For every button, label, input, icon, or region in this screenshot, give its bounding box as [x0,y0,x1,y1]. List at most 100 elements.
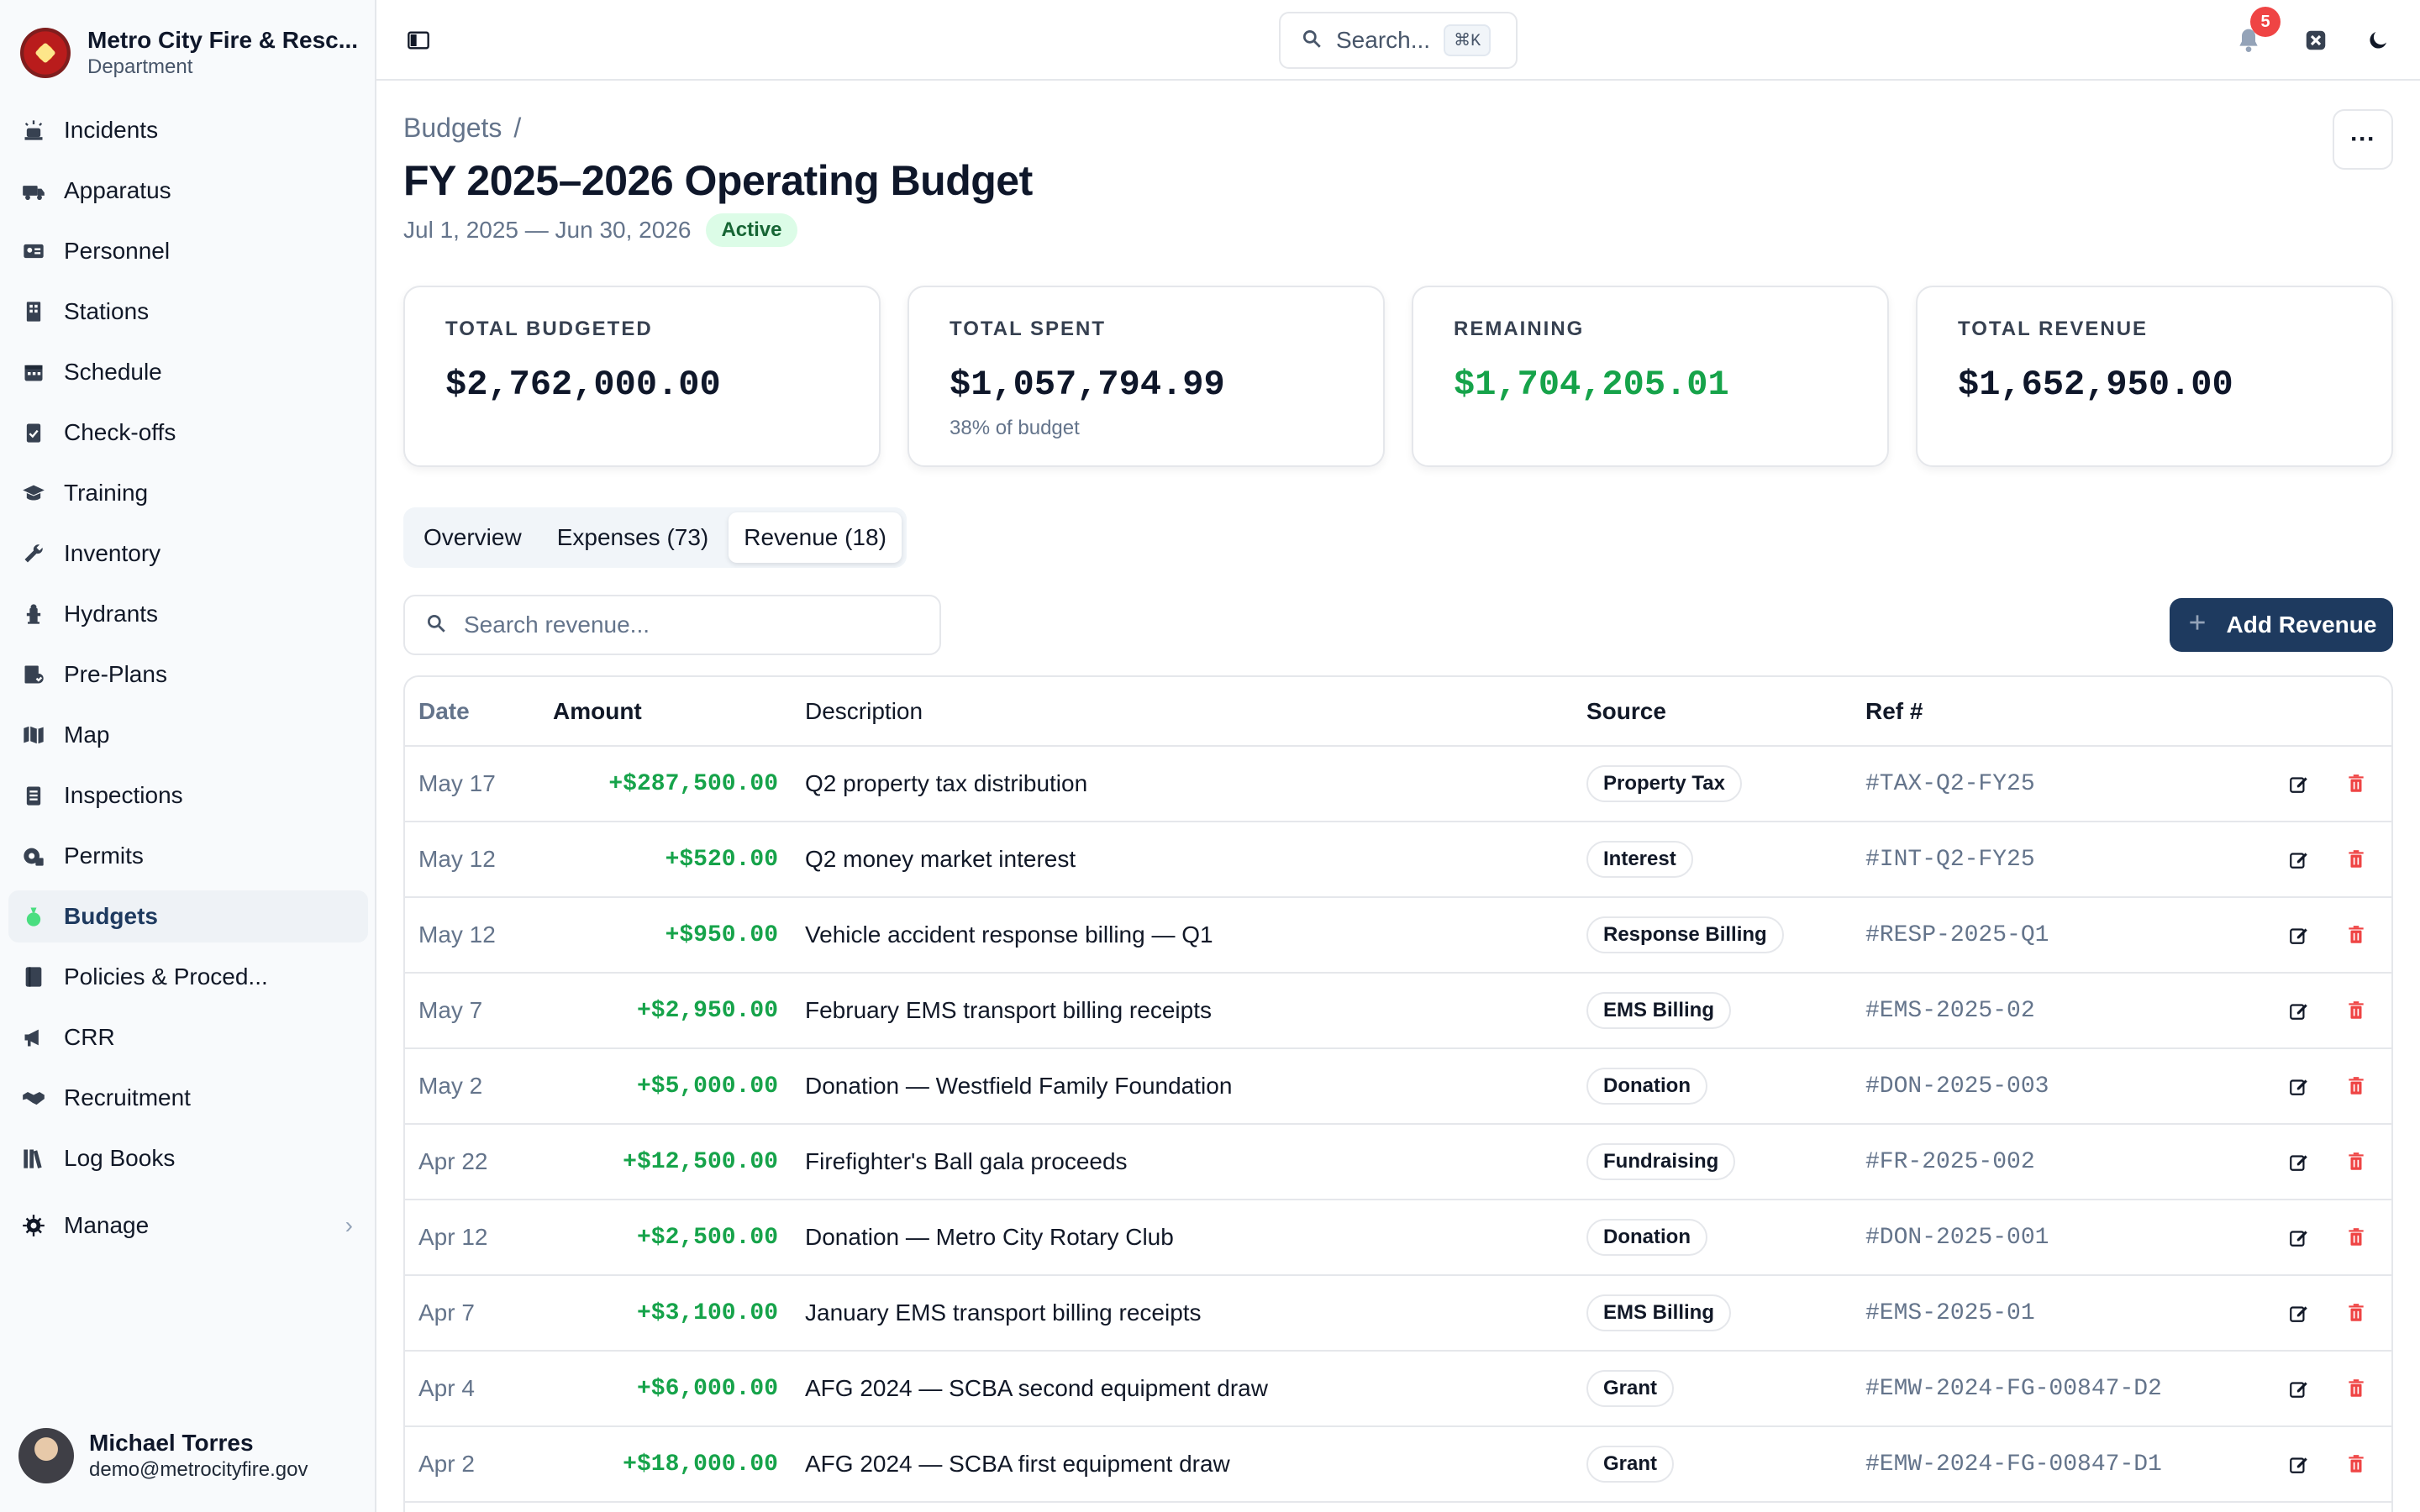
table-row[interactable]: May 12 +$520.00 Q2 money market interest… [405,822,2391,898]
siren-icon [20,117,47,144]
card-label: REMAINING [1454,318,1585,340]
column-header-amount[interactable]: Amount [553,677,805,747]
sidebar-item-policies[interactable]: Policies & Proced... [8,951,368,1003]
edit-icon[interactable] [2284,1071,2314,1101]
sidebar-item-label: Permits [64,843,144,869]
tab-revenue[interactable]: Revenue (18) [729,512,902,563]
edit-icon[interactable] [2284,1373,2314,1404]
sidebar-item-permits[interactable]: Permits [8,830,368,882]
sidebar-item-budgets[interactable]: Budgets [8,890,368,942]
plus-icon [2186,612,2208,639]
column-header-ref[interactable]: Ref # [1865,677,2260,747]
moon-icon[interactable] [2363,25,2393,55]
add-revenue-label: Add Revenue [2226,612,2377,638]
card-label: TOTAL REVENUE [1958,318,2149,340]
card-value: $1,652,950.00 [1958,365,2233,405]
delete-icon[interactable] [2341,1298,2371,1328]
edit-icon[interactable] [2284,1222,2314,1252]
delete-icon[interactable] [2341,1147,2371,1177]
search-label: Search... [1336,27,1431,53]
sidebar-item-apparatus[interactable]: Apparatus [8,165,368,217]
table-row[interactable]: May 2 +$5,000.00 Donation — Westfield Fa… [405,1048,2391,1125]
sidebar-item-manage[interactable]: Manage › [8,1200,368,1252]
user-profile[interactable]: Michael Torres demo@metrocityfire.gov [18,1428,308,1483]
edit-icon[interactable] [2284,1147,2314,1177]
table-row[interactable]: May 17 +$287,500.00 Q2 property tax dist… [405,746,2391,822]
sidebar-item-label: Log Books [64,1145,176,1171]
budget-tabs: Overview Expenses (73) Revenue (18) [403,507,907,568]
tab-overview[interactable]: Overview [424,524,522,550]
table-row[interactable]: May 7 +$2,950.00 February EMS transport … [405,973,2391,1049]
global-search-button[interactable]: Search... ⌘K [1279,12,1518,69]
delete-icon[interactable] [2341,1222,2371,1252]
chevron-right-icon: › [345,1212,353,1238]
row-amount: +$2,950.00 [553,973,805,1049]
tab-expenses[interactable]: Expenses (73) [556,524,709,550]
plan-icon [20,661,47,688]
sidebar-item-schedule[interactable]: Schedule [8,346,368,398]
delete-icon[interactable] [2341,1373,2371,1404]
more-options-button[interactable]: ··· [2333,109,2393,170]
row-ref: #EMS-2025-01 [1865,1275,2260,1352]
hydrant-icon [20,601,47,627]
sidebar-item-stations[interactable]: Stations [8,286,368,338]
row-description: AFG 2024 — SCBA first equipment draw [805,1426,1586,1503]
sidebar-item-training[interactable]: Training [8,467,368,519]
sidebar-item-label: Budgets [64,903,158,929]
breadcrumb-budgets-link[interactable]: Budgets [403,113,502,143]
edit-icon[interactable] [2284,769,2314,799]
edit-icon[interactable] [2284,844,2314,874]
bell-icon[interactable]: 5 [2233,7,2281,55]
sidebar-item-incidents[interactable]: Incidents [8,104,368,156]
status-badge: Active [706,213,797,247]
table-row[interactable]: Apr 4 +$6,000.00 AFG 2024 — SCBA second … [405,1351,2391,1427]
delete-icon[interactable] [2341,1071,2371,1101]
page-title: FY 2025–2026 Operating Budget [403,157,1033,204]
delete-icon[interactable] [2341,995,2371,1026]
column-header-description[interactable]: Description [805,677,1586,747]
sidebar-item-log-books[interactable]: Log Books [8,1132,368,1184]
edit-icon[interactable] [2284,1298,2314,1328]
user-name: Michael Torres [89,1430,254,1456]
column-header-source[interactable]: Source [1586,677,1865,747]
delete-icon[interactable] [2341,920,2371,950]
card-value: $2,762,000.00 [445,365,721,405]
table-row[interactable]: Apr 12 +$2,500.00 Donation — Metro City … [405,1200,2391,1276]
edit-icon[interactable] [2284,995,2314,1026]
delete-icon[interactable] [2341,1449,2371,1479]
sidebar-item-label: Training [64,480,149,506]
table-row[interactable]: Apr 22 +$12,500.00 Firefighter's Ball ga… [405,1124,2391,1200]
row-date: Apr 22 [405,1124,553,1200]
table-row[interactable]: May 12 +$950.00 Vehicle accident respons… [405,897,2391,974]
wrench-icon [20,540,47,567]
column-header-date[interactable]: Date [405,677,553,747]
sidebar-item-crr[interactable]: CRR [8,1011,368,1063]
edit-icon[interactable] [2284,920,2314,950]
sidebar-item-inspections[interactable]: Inspections [8,769,368,822]
sidebar-item-hydrants[interactable]: Hydrants [8,588,368,640]
add-revenue-button[interactable]: Add Revenue [2170,598,2393,652]
source-badge: Property Tax [1586,765,1742,802]
budget-period: Jul 1, 2025 — Jun 30, 2026 [403,217,692,243]
building-icon [20,298,47,325]
sidebar-item-inventory[interactable]: Inventory [8,528,368,580]
sidebar-item-check-offs[interactable]: Check-offs [8,407,368,459]
delete-icon[interactable] [2341,844,2371,874]
sidebar-item-personnel[interactable]: Personnel [8,225,368,277]
sidebar-item-label: Manage [64,1212,150,1238]
sidebar-item-map[interactable]: Map [8,709,368,761]
edit-icon[interactable] [2284,1449,2314,1479]
sidebar-item-label: Pre-Plans [64,661,167,687]
revenue-search-input[interactable] [464,612,934,638]
sidebar-toggle-icon[interactable] [407,29,430,52]
table-row[interactable]: Apr 2 +$18,000.00 AFG 2024 — SCBA first … [405,1426,2391,1503]
table-row[interactable]: Apr 7 +$3,100.00 January EMS transport b… [405,1275,2391,1352]
settings-icon[interactable] [2301,25,2331,55]
revenue-table: Date Amount Description Source Ref # May… [403,675,2393,1512]
source-badge: Fundraising [1586,1143,1736,1180]
sidebar-item-recruitment[interactable]: Recruitment [8,1072,368,1124]
row-ref: #EMS-2025-02 [1865,973,2260,1049]
delete-icon[interactable] [2341,769,2371,799]
org-header[interactable]: Metro City Fire & Resc... Department [20,24,358,82]
sidebar-item-pre-plans[interactable]: Pre-Plans [8,648,368,701]
